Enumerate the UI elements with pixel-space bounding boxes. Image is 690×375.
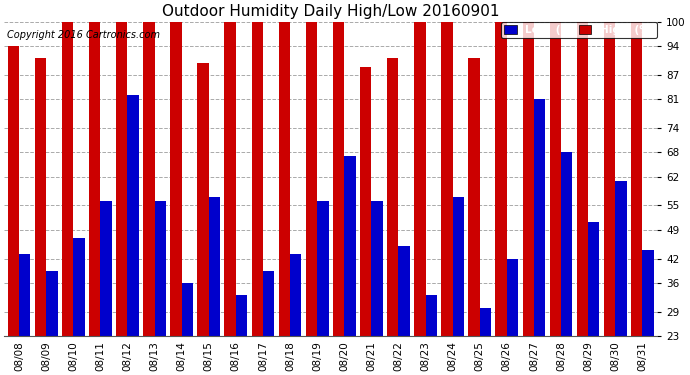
Bar (480, 308, 491, 375)
Bar (170, 22, 181, 375)
Bar (642, 251, 653, 375)
Bar (116, 22, 128, 375)
Bar (197, 63, 209, 375)
Bar (263, 271, 275, 375)
Bar (577, 22, 588, 375)
Bar (371, 201, 383, 375)
Bar (224, 22, 236, 375)
Bar (62, 22, 73, 375)
Bar (128, 95, 139, 375)
Bar (89, 22, 100, 375)
Bar (469, 58, 480, 375)
Bar (252, 22, 263, 375)
Bar (73, 238, 85, 375)
Bar (236, 295, 247, 375)
Bar (441, 22, 453, 375)
Title: Outdoor Humidity Daily High/Low 20160901: Outdoor Humidity Daily High/Low 20160901 (162, 4, 500, 19)
Bar (279, 22, 290, 375)
Bar (604, 22, 615, 375)
Bar (333, 22, 344, 375)
Bar (631, 22, 642, 375)
Bar (398, 246, 410, 375)
Bar (344, 156, 355, 375)
Bar (426, 295, 437, 375)
Bar (550, 22, 561, 375)
Bar (522, 22, 534, 375)
Text: Copyright 2016 Cartronics.com: Copyright 2016 Cartronics.com (8, 30, 161, 40)
Bar (34, 58, 46, 375)
Bar (534, 99, 545, 375)
Bar (414, 22, 426, 375)
Bar (46, 271, 57, 375)
Bar (495, 22, 506, 375)
Bar (100, 201, 112, 375)
Bar (8, 46, 19, 375)
Legend: Low  (%), High  (%): Low (%), High (%) (501, 22, 657, 38)
Bar (387, 58, 398, 375)
Bar (615, 181, 627, 375)
Bar (209, 197, 220, 375)
Bar (588, 222, 600, 375)
Bar (19, 255, 30, 375)
Bar (155, 201, 166, 375)
Bar (290, 255, 302, 375)
Bar (317, 201, 328, 375)
Bar (453, 197, 464, 375)
Bar (306, 22, 317, 375)
Bar (360, 67, 371, 375)
Bar (181, 283, 193, 375)
Bar (561, 152, 573, 375)
Bar (143, 22, 155, 375)
Bar (506, 258, 518, 375)
